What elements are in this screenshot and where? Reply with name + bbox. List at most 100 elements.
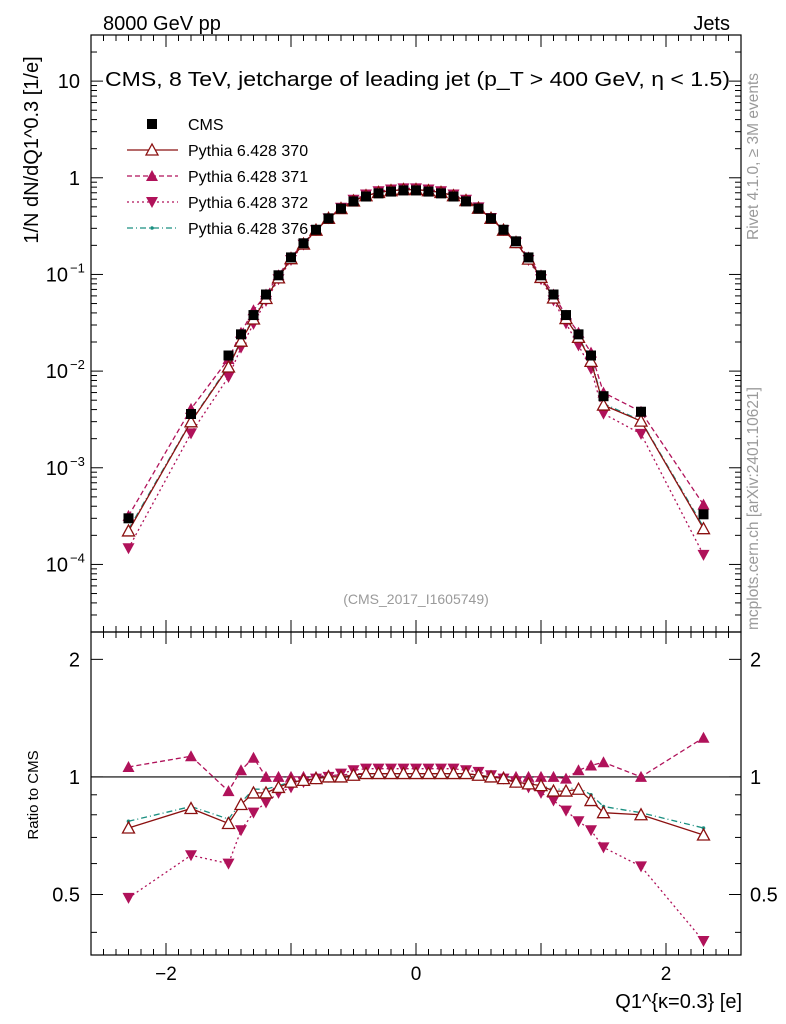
point-data [323,213,334,224]
point-data [248,310,259,321]
ratio-point-p372 [185,850,197,862]
point-p370 [221,359,236,373]
series-data [123,185,709,524]
ratio-line-p376 [128,772,704,829]
header-left: 8000 GeV pp [103,13,221,35]
point-p370 [696,521,711,535]
series-p376 [126,187,706,532]
ratio-point-p370 [333,769,349,783]
ratio-point-p370 [396,766,411,780]
ratio-panel-border [90,631,742,956]
legend-label: Pythia 6.428 371 [188,169,308,186]
ratio-point-p370 [483,769,499,783]
point-data [473,203,484,214]
ratio-point-p372 [585,825,597,837]
ratio-point-p371 [260,770,272,782]
y-tick-label: 10 [46,361,68,383]
ratio-point-p371 [522,770,535,782]
ratio-point-p370 [571,781,586,795]
point-data [336,203,346,214]
point-p372 [635,428,647,440]
point-data [548,289,559,300]
point-data [561,310,571,321]
legend-marker [146,170,158,181]
point-data [261,289,271,300]
ratio-series-layer [121,731,711,948]
ratio-point-p370 [533,778,549,792]
ratio-point-p370 [221,816,236,830]
point-data [536,270,546,281]
legend-item-p372: Pythia 6.428 372 [127,195,308,212]
ratio-series-p370 [121,766,711,841]
ratio-tick-label-right: 2 [750,649,761,671]
ratio-tick-label: 0.5 [52,885,80,907]
plot-title: CMS, 8 TeV, jetcharge of leading jet (p_… [105,68,730,91]
ratio-point-p370 [696,827,711,841]
ratio-point-p371 [585,759,597,771]
ratio-point-p370 [408,766,424,780]
x-axis-label: Q1^{κ=0.3} [e] [615,991,742,1013]
ratio-tick-label: 2 [69,649,80,671]
legend-label: CMS [188,117,224,134]
point-p372 [222,371,235,383]
ratio-point-p372 [597,842,610,854]
point-p371 [697,498,710,510]
point-data [411,185,421,196]
legend-item-p371: Pythia 6.428 371 [127,169,308,186]
series-p372 [122,183,710,561]
ratio-point-p370 [308,771,324,785]
legend-item-p376: Pythia 6.428 376 [127,221,308,238]
legend-marker [146,197,158,208]
legend-item-p370: Pythia 6.428 370 [127,142,308,160]
ratio-point-p370 [346,767,361,781]
legend-label: Pythia 6.428 370 [188,143,308,160]
ratio-point-p371 [235,764,247,776]
ratio-point-p372 [560,805,572,817]
point-data [598,391,609,402]
point-data [273,270,284,281]
ratio-point-p372 [235,825,247,837]
ratio-point-p370 [558,783,574,797]
ratio-panel-frame [90,631,742,956]
ratio-tick-label: 1 [69,767,80,789]
ratio-point-p370 [546,783,561,797]
ratio-tick-label-right: 0.5 [750,885,778,907]
ratio-point-p371 [547,770,560,782]
point-data [448,191,459,202]
ratio-point-p371 [572,764,585,776]
y-tick-exponent: −1 [70,260,85,275]
y-tick-label: 1 [69,168,80,190]
point-data [386,186,396,197]
y-tick-label: 10 [46,264,68,286]
point-data [186,408,196,419]
series-line-p370 [127,188,705,532]
ratio-point-p370 [183,801,199,815]
point-data [436,188,446,199]
ratio-point-p370 [471,767,486,781]
y-axis-label: 1/N dN/dQ1^0.3 [1/e] [21,56,43,243]
analysis-id: (CMS_2017_I1605749) [343,591,489,607]
ratio-point-p371 [560,772,572,784]
x-tick-label: 0 [411,964,422,985]
point-p372 [597,408,610,420]
point-data [348,196,359,207]
ratio-point-p370 [383,766,399,780]
ratio-point-p370 [458,766,474,780]
point-data [236,329,246,340]
point-data [298,238,309,249]
legend: CMS Pythia 6.428 370 Pythia 6.428 371 Pythi… [127,117,308,238]
x-tick-label: 2 [661,964,672,985]
ratio-point-p370 [421,766,436,780]
ratio-point-p372 [247,807,260,819]
point-data [586,350,596,361]
ratio-point-p370 [496,771,511,785]
ratio-point-p372 [697,936,710,948]
y-tick-label: 10 [58,71,80,93]
point-data [361,191,371,202]
point-data [311,224,321,235]
ratio-point-p372 [260,797,272,809]
series-layer [121,182,711,561]
ratio-point-p370 [283,774,299,788]
